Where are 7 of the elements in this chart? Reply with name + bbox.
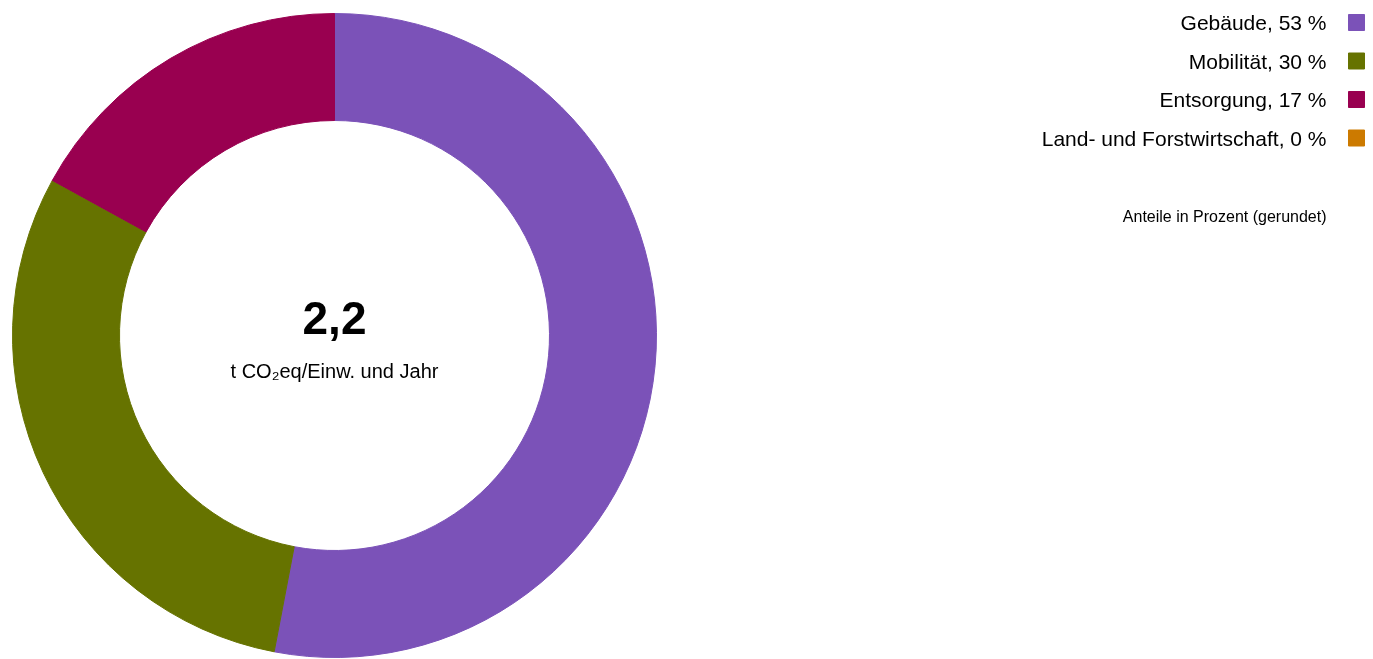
legend-label: Entsorgung, 17 % [1159,88,1327,111]
legend-label: Mobilität, 30 % [1188,49,1327,73]
text: Anteile in Prozent (gerundet) [1122,208,1327,225]
text: 2,2 [302,291,367,344]
text: t CO₂eq/Einw. und Jahr [230,359,439,382]
legend-label: Land- und Forstwirtschaft, 0 % [1041,126,1327,150]
legend-label: Gebäude, 53 % [1180,11,1327,34]
